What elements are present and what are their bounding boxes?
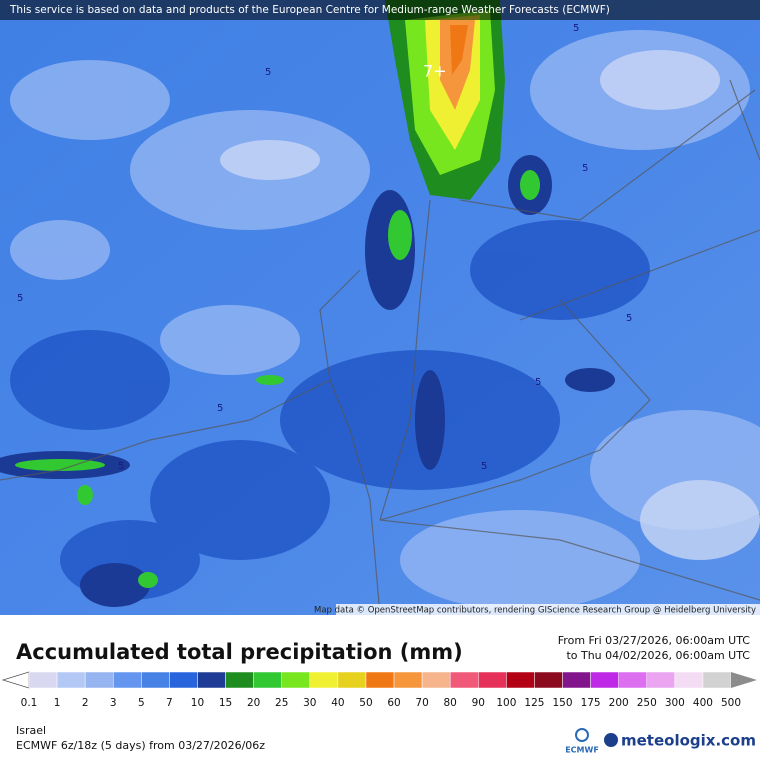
- color-bar-swatch: [478, 671, 507, 689]
- color-bar-swatch: [590, 671, 619, 689]
- color-bar-label: 200: [609, 697, 629, 709]
- color-bar-swatch: [674, 671, 704, 689]
- contour-labels: 5 5 5 5 5 5 5 5 5 7+: [17, 23, 632, 472]
- color-bar-label: 10: [191, 697, 204, 709]
- color-bar-swatch: [225, 671, 254, 689]
- footer: Israel ECMWF 6z/18z (5 days) from 03/27/…: [16, 724, 756, 755]
- banner: This service is based on data and produc…: [9, 4, 610, 16]
- color-bar-label: 300: [665, 697, 685, 709]
- color-bar-label: 50: [359, 697, 372, 709]
- color-bar-label: 60: [387, 697, 400, 709]
- meteologix-logo: meteologix.com: [621, 732, 756, 750]
- color-bar: 0.1 1 2 3 5 7 10 15 20 25 30 40 50 60 70 80 90 100 125 150 1…: [1, 671, 757, 709]
- color-bar-swatch: [309, 671, 339, 689]
- color-bar-label: 70: [415, 697, 428, 709]
- color-bar-swatch: [253, 671, 282, 689]
- color-bar-label: 3: [110, 697, 117, 709]
- color-bar-swatch: [421, 671, 451, 689]
- region: Israel: [16, 724, 46, 737]
- ecmwf-logo: ECMWF: [565, 746, 599, 755]
- color-bar-label: 1: [54, 697, 61, 709]
- color-bar-label: 40: [331, 697, 344, 709]
- legend-title: Accumulated total precipitation (mm): [16, 640, 463, 664]
- color-bar-swatch: [56, 671, 86, 689]
- contour-label: 5: [17, 293, 23, 304]
- max-label: 7+: [423, 62, 447, 81]
- map: This service is based on data and produc…: [0, 0, 760, 616]
- contour-label: 5: [217, 403, 223, 414]
- contour-label: 5: [582, 163, 588, 174]
- period-to: to Thu 04/02/2026, 06:00am UTC: [566, 649, 750, 662]
- color-bar-label: 400: [693, 697, 713, 709]
- color-bar-swatch: [281, 671, 311, 689]
- color-bar-swatch: [393, 671, 423, 689]
- color-bar-swatch: [112, 671, 142, 689]
- color-bar-arrow: [1, 671, 30, 689]
- period-from: From Fri 03/27/2026, 06:00am UTC: [558, 634, 751, 647]
- ecmwf-icon: [575, 728, 589, 742]
- color-bar-label: 7: [166, 697, 173, 709]
- color-bar-swatch: [646, 671, 676, 689]
- meteologix-icon: [604, 733, 618, 747]
- color-bar-label: 500: [721, 697, 741, 709]
- color-bar-swatch: [506, 671, 535, 689]
- color-bar-label: 0.1: [21, 697, 38, 709]
- model-run: ECMWF 6z/18z (5 days) from 03/27/2026/06…: [16, 739, 265, 752]
- color-bar-label: 25: [275, 697, 288, 709]
- color-bar-swatch: [169, 671, 198, 689]
- color-bar-swatch: [28, 671, 58, 689]
- color-bar-swatch: [337, 671, 367, 689]
- contour-label: 5: [118, 461, 124, 472]
- contour-label: 5: [265, 67, 271, 78]
- color-bar-label: 100: [496, 697, 516, 709]
- color-bar-label: 80: [444, 697, 457, 709]
- color-bar-swatch: [534, 671, 563, 689]
- color-bar-swatch: [84, 671, 114, 689]
- color-bar-swatch: [449, 671, 479, 689]
- color-bar-swatch: [562, 671, 591, 689]
- contour-label: 5: [535, 377, 541, 388]
- contour-label: 5: [573, 23, 579, 34]
- color-bar-swatch: [197, 671, 226, 689]
- contour-label: 5: [481, 461, 487, 472]
- attribution: Map data © OpenStreetMap contributors, r…: [314, 606, 756, 616]
- color-bar-label: 90: [472, 697, 485, 709]
- color-bar-label: 175: [581, 697, 601, 709]
- contour-label: 5: [626, 313, 632, 324]
- color-bar-label: 30: [303, 697, 316, 709]
- color-bar-swatch: [702, 671, 732, 689]
- color-bar-swatch: [618, 671, 648, 689]
- color-bar-label: 20: [247, 697, 260, 709]
- color-bar-arrow: [731, 672, 757, 688]
- color-bar-swatch: [141, 671, 170, 689]
- color-bar-label: 250: [637, 697, 657, 709]
- color-bar-label: 15: [219, 697, 232, 709]
- color-bar-label: 150: [552, 697, 572, 709]
- color-bar-label: 5: [138, 697, 145, 709]
- color-bar-swatch: [365, 671, 395, 689]
- legend: Accumulated total precipitation (mm) Fro…: [1, 634, 757, 709]
- color-bar-label: 125: [524, 697, 544, 709]
- color-bar-label: 2: [82, 697, 89, 709]
